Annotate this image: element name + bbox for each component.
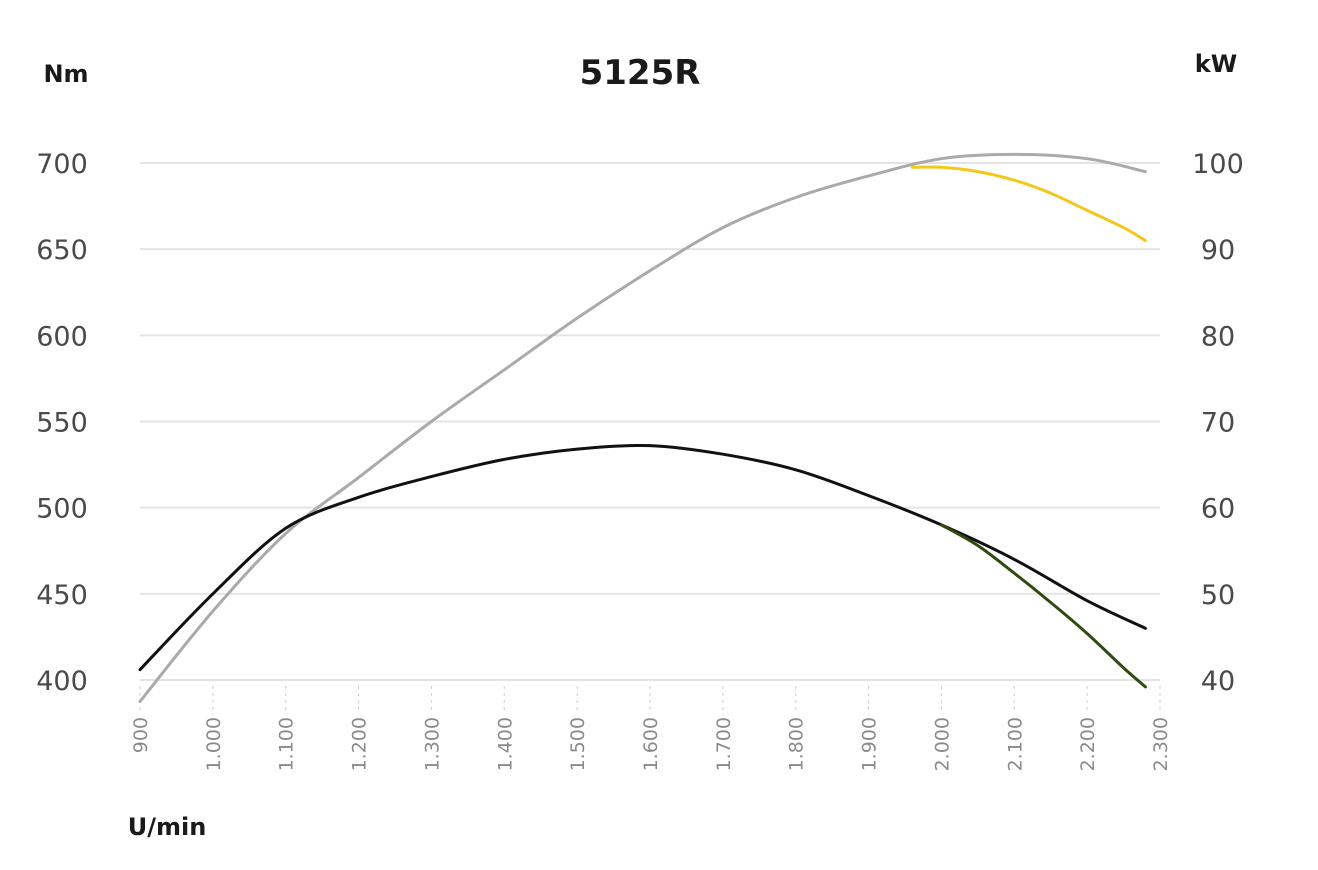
y-right-tick-label: 50 bbox=[1201, 580, 1235, 611]
x-tick-label: 1.400 bbox=[494, 717, 516, 771]
x-tick-label: 1.000 bbox=[203, 717, 225, 771]
x-tick-label: 1.300 bbox=[421, 717, 443, 771]
y-right-tick-label: 100 bbox=[1192, 149, 1244, 180]
series-line-left-0 bbox=[138, 443, 1147, 672]
x-tick-label: 900 bbox=[130, 717, 152, 753]
x-tick-label: 2.200 bbox=[1077, 717, 1099, 771]
y-right-unit: kW bbox=[1195, 50, 1237, 78]
x-tick-label: 1.500 bbox=[567, 717, 589, 771]
y-right-tick-label: 60 bbox=[1201, 494, 1235, 525]
grid bbox=[139, 162, 1161, 710]
series-line-left-1 bbox=[939, 523, 1147, 689]
y-right-tick-label: 40 bbox=[1201, 666, 1235, 697]
series-line-right-3 bbox=[910, 165, 1147, 243]
series-layer bbox=[138, 152, 1147, 703]
y-left-tick-label: 650 bbox=[36, 235, 88, 266]
y-left-tick-label: 700 bbox=[36, 149, 88, 180]
x-tick-label: 1.200 bbox=[349, 717, 371, 771]
axes: 5125R Nm kW U/min 400 40 450 50 500 60 550 70 60… bbox=[36, 50, 1244, 841]
x-tick-label: 1.100 bbox=[276, 717, 298, 771]
y-left-tick-label: 600 bbox=[36, 321, 88, 352]
y-left-tick-label: 500 bbox=[36, 494, 88, 525]
y-left-tick-label: 450 bbox=[36, 580, 88, 611]
x-tick-label: 2.000 bbox=[931, 717, 953, 771]
x-tick-label: 1.700 bbox=[713, 717, 735, 771]
chart-title: 5125R bbox=[580, 53, 701, 93]
y-right-tick-label: 90 bbox=[1201, 235, 1235, 266]
series-line-right-2 bbox=[138, 152, 1147, 703]
x-tick-label: 2.100 bbox=[1004, 717, 1026, 771]
x-tick-label: 1.900 bbox=[859, 717, 881, 771]
y-right-tick-label: 70 bbox=[1201, 408, 1235, 439]
y-left-tick-label: 400 bbox=[36, 666, 88, 697]
x-tick-label: 1.600 bbox=[640, 717, 662, 771]
y-right-tick-label: 80 bbox=[1201, 321, 1235, 352]
x-tick-label: 1.800 bbox=[786, 717, 808, 771]
y-left-tick-label: 550 bbox=[36, 408, 88, 439]
y-left-unit: Nm bbox=[43, 60, 88, 88]
x-axis-label: U/min bbox=[128, 813, 207, 841]
x-tick-label: 2.300 bbox=[1150, 717, 1172, 771]
